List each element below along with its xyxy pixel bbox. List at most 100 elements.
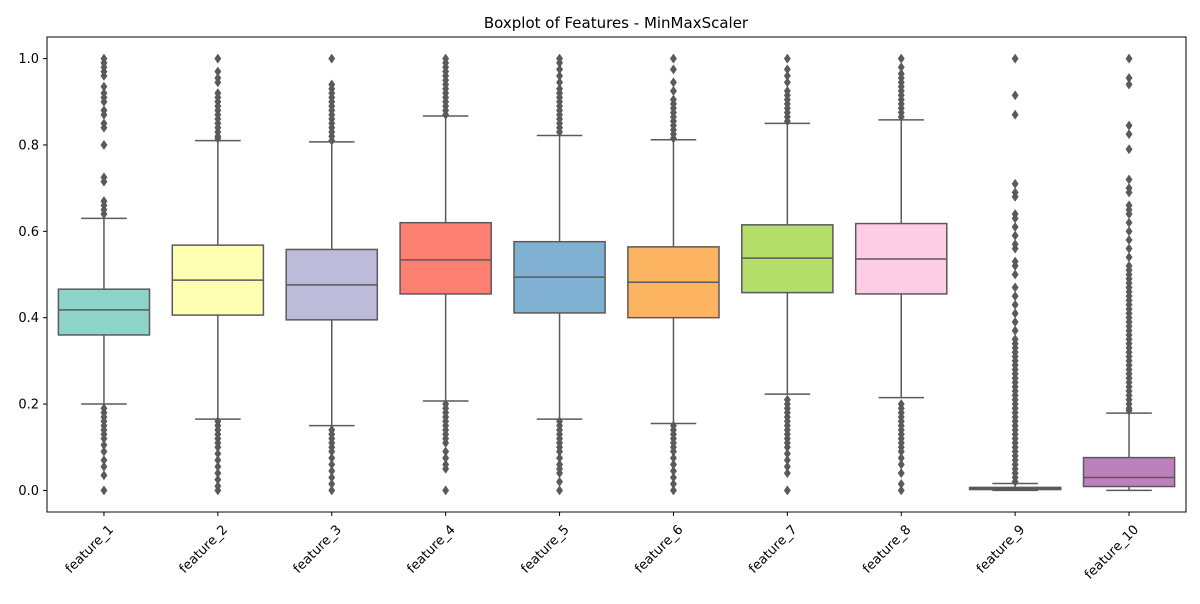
boxes (57, 53, 1176, 496)
outlier-point (100, 53, 108, 64)
outlier-point (669, 77, 677, 88)
outlier-point (100, 455, 108, 466)
outlier-point (1125, 243, 1133, 254)
outlier-point (669, 459, 677, 470)
iqr-box (1082, 456, 1176, 488)
outlier-point (897, 53, 905, 64)
outlier-point (783, 468, 791, 479)
y-tick-label: 0.6 (18, 225, 39, 240)
outlier-point (897, 468, 905, 479)
outlier-point (783, 461, 791, 472)
iqr-box (399, 221, 492, 295)
outlier-point (1011, 109, 1019, 120)
outlier-point (328, 478, 336, 489)
outlier-point (214, 448, 222, 459)
outlier-point (783, 64, 791, 75)
x-tick-label: feature_3 (291, 522, 345, 576)
outlier-point (442, 485, 450, 496)
box-feature_6 (627, 53, 720, 496)
outlier-point (214, 72, 222, 84)
outlier-point (1011, 269, 1019, 280)
box-feature_1 (57, 53, 151, 496)
outlier-point (1125, 129, 1133, 140)
outlier-point (100, 196, 108, 207)
y-tick-label: 1.0 (18, 52, 39, 67)
outlier-point (1011, 334, 1019, 345)
box-feature_10 (1082, 53, 1176, 492)
outlier-point (669, 452, 677, 464)
outlier-point (1011, 239, 1019, 250)
outlier-point (442, 446, 450, 457)
outlier-point (669, 478, 677, 489)
box-feature_2 (171, 53, 265, 496)
outlier-point (783, 70, 791, 81)
outlier-point (669, 465, 677, 477)
outlier-point (1011, 221, 1019, 233)
x-tick-label: feature_2 (177, 522, 231, 576)
outlier-point (214, 481, 222, 492)
outlier-point (1125, 72, 1133, 84)
outlier-point (100, 470, 108, 481)
outlier-point (897, 68, 905, 79)
outlier-point (897, 478, 905, 489)
outlier-point (1125, 53, 1133, 64)
outlier-point (1011, 291, 1019, 302)
x-tick-label: feature_1 (63, 522, 117, 576)
x-tick-label: feature_10 (1082, 522, 1142, 582)
outlier-point (100, 446, 108, 457)
outlier-point (783, 53, 791, 64)
x-tick-label: feature_6 (632, 522, 686, 576)
box-feature_9 (968, 53, 1062, 492)
outlier-point (556, 459, 564, 470)
outlier-point (783, 77, 791, 88)
plot-frame (46, 36, 1187, 513)
outlier-point (100, 440, 108, 451)
outlier-point (556, 83, 564, 94)
outlier-point (1125, 79, 1133, 90)
outlier-point (328, 485, 336, 496)
outlier-point (214, 53, 222, 64)
outlier-point (669, 94, 677, 105)
outlier-point (669, 472, 677, 483)
outlier-point (1011, 90, 1019, 101)
outlier-point (100, 172, 108, 183)
outlier-point (1125, 260, 1133, 271)
outlier-point (214, 468, 222, 479)
y-tick-label: 0.8 (18, 138, 39, 153)
outlier-point (1011, 299, 1019, 310)
outlier-point (897, 485, 905, 496)
outlier-point (669, 85, 677, 97)
outlier-point (100, 403, 108, 414)
outlier-point (100, 118, 108, 129)
x-tick-label: feature_4 (404, 522, 458, 576)
outlier-point (783, 448, 791, 459)
outlier-point (100, 81, 108, 92)
outlier-point (1011, 53, 1019, 64)
outlier-point (556, 77, 564, 88)
outlier-point (328, 452, 336, 464)
outlier-point (328, 472, 336, 483)
outlier-point (1125, 120, 1133, 131)
outlier-point (1125, 217, 1133, 228)
outlier-point (100, 88, 108, 99)
outlier-point (783, 455, 791, 466)
outlier-point (783, 485, 791, 496)
outlier-point (669, 485, 677, 496)
outlier-point (669, 53, 677, 64)
x-tick-label: feature_9 (974, 522, 1028, 576)
outlier-point (556, 64, 564, 75)
outlier-point (1125, 234, 1133, 245)
box-feature_3 (285, 53, 379, 496)
outlier-point (897, 452, 905, 464)
outlier-point (442, 452, 450, 464)
outlier-point (556, 70, 564, 81)
outlier-point (1125, 174, 1133, 185)
chart-title: Boxplot of Features - MinMaxScaler (484, 14, 749, 32)
outlier-point (214, 461, 222, 472)
outlier-point (1011, 230, 1019, 241)
outlier-point (556, 452, 564, 464)
box-feature_7 (741, 53, 834, 496)
outlier-point (556, 485, 564, 496)
